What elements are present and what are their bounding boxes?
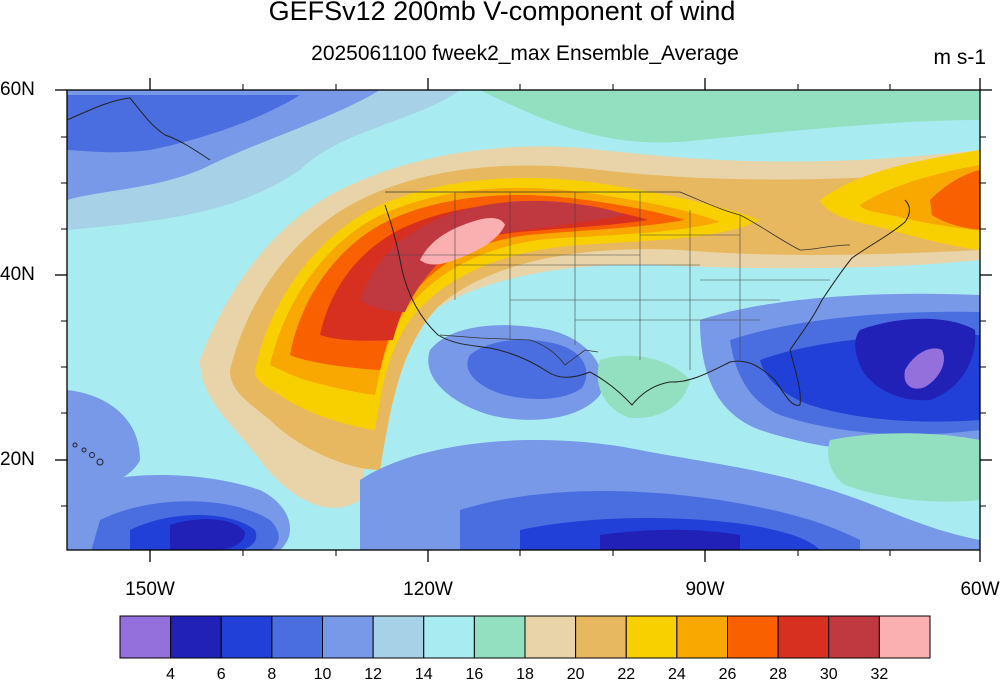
warm-core-max (420, 217, 505, 265)
map-subtitle: 2025061100 fweek2_max Ensemble_Average (311, 42, 739, 65)
cool-patch-caribbean (828, 433, 980, 502)
state-lines (385, 192, 830, 370)
colorbar-swatch (473, 615, 526, 659)
coastline (384, 199, 910, 406)
us-mexico-border (439, 334, 599, 366)
colorbar-swatch (322, 615, 374, 659)
lat-label-20n: 20N (0, 449, 35, 470)
colorbar-tick-label: 8 (267, 666, 277, 683)
cool-core-alaska (67, 95, 300, 153)
colorbar-swatch (423, 615, 475, 659)
great-lakes-border (679, 191, 851, 251)
colorbar-swatch (271, 615, 323, 659)
map-title: GEFSv12 200mb V-component of wind (268, 0, 736, 26)
colorbar-tick-label: 22 (617, 666, 636, 683)
colorbar-swatch (372, 615, 425, 659)
colorbar-tick-label: 4 (166, 666, 176, 683)
wind-map (55, 78, 992, 562)
cool-band-canada (480, 90, 980, 143)
colorbar-tick-label: 24 (667, 666, 686, 683)
warm-region-atlantic-28 (930, 170, 980, 230)
colorbar-swatch (777, 615, 830, 659)
colorbar-tick-label: 18 (516, 666, 534, 683)
alaska-coast (67, 97, 211, 161)
colorbar-swatch (878, 615, 931, 659)
lat-label-40n: 40N (0, 264, 35, 285)
colorbar-tick-label: 32 (870, 666, 889, 683)
cool-core-south-pacific (170, 519, 245, 550)
colorbar-tick-label: 16 (465, 666, 484, 683)
cool-patch-gulf (597, 355, 690, 419)
colorbar-tick-label: 14 (414, 666, 433, 683)
cool-core-tropics (600, 529, 740, 550)
map-frame (66, 89, 981, 551)
lat-label-60n: 60N (0, 79, 35, 100)
colorbar-tick-label: 28 (769, 666, 788, 683)
warm-plume-32 (360, 200, 625, 312)
colorbar-swatch (676, 615, 728, 659)
axis-ticks (55, 78, 992, 562)
cool-region-hawaii (67, 390, 140, 495)
colorbar-tick-label: 26 (718, 666, 737, 683)
minor-ticks (61, 84, 986, 556)
lon-label-90w: 90W (685, 579, 725, 600)
colorbar-swatch (119, 615, 172, 659)
colorbar-swatch (170, 615, 222, 659)
colorbar-swatch (625, 615, 678, 659)
colorbar-swatch (828, 615, 880, 659)
lon-label-150w: 150W (125, 579, 175, 600)
colorbar-tick-label: 30 (819, 666, 838, 683)
colorbar-tick-label: 20 (566, 666, 585, 683)
lon-label-120w: 120W (403, 579, 453, 600)
colorbar-swatch (220, 615, 273, 659)
units-label: m s-1 (933, 46, 987, 69)
cool-core-mexico (467, 339, 587, 400)
colorbar-swatch (575, 615, 627, 659)
colorbar-swatch (727, 615, 779, 659)
cool-core-atlantic (904, 348, 945, 389)
colorbar-swatch (524, 615, 577, 659)
lon-label-60w: 60W (960, 579, 1000, 600)
colorbar-tick-label: 6 (216, 666, 226, 683)
hawaii-islands (72, 442, 104, 466)
colorbar-tick-label: 12 (364, 666, 383, 683)
colorbar-tick-label: 10 (313, 666, 332, 683)
